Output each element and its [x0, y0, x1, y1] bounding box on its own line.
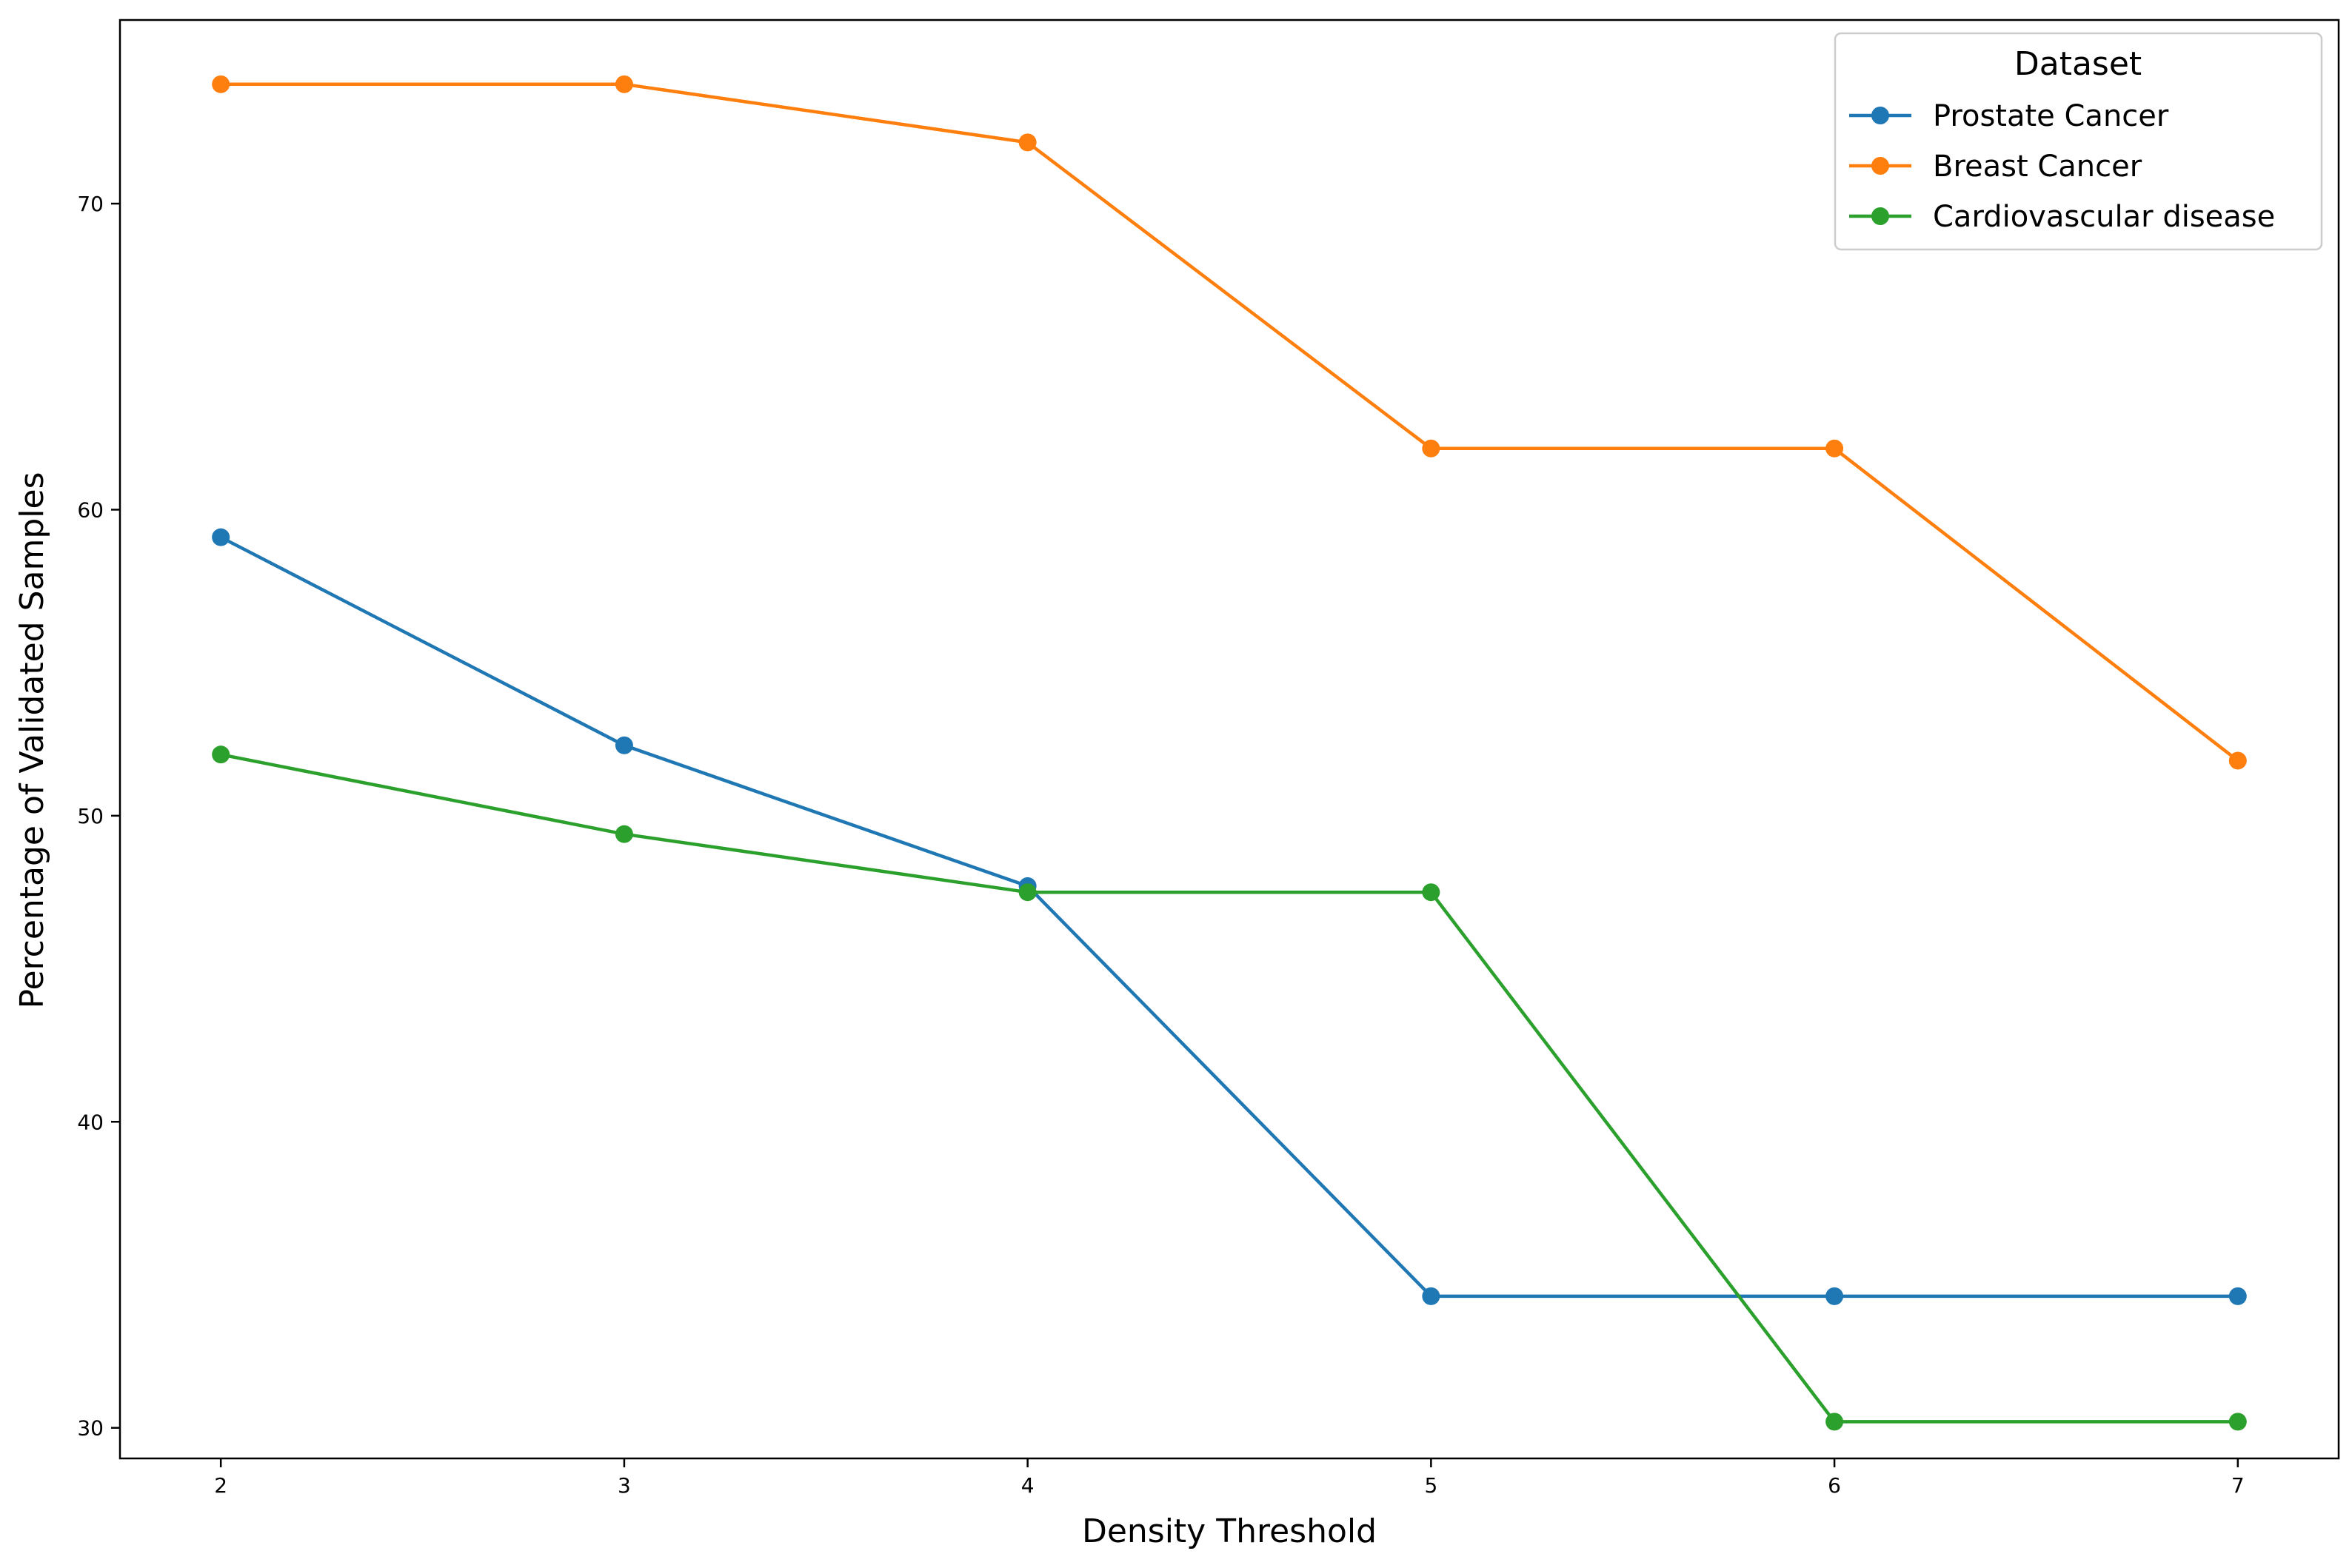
data-point-breast-cancer	[1018, 133, 1037, 152]
series-layer	[212, 75, 2247, 1431]
y-axis-ticks: 30 40 50 60 70	[77, 192, 120, 1441]
x-tick-label: 4	[1021, 1473, 1035, 1498]
data-point-breast-cancer	[212, 75, 230, 93]
data-point-prostate-cancer	[2228, 1287, 2247, 1305]
legend: Dataset Prostate Cancer Breast Cancer Card…	[1834, 32, 2323, 251]
x-axis-label: Density Threshold	[1082, 1512, 1377, 1550]
data-point-prostate-cancer	[615, 736, 633, 754]
y-tick-label: 70	[77, 192, 104, 216]
legend-swatch-marker	[1871, 207, 1889, 225]
legend-label: Cardiovascular disease	[1933, 200, 2275, 234]
x-tick-label: 5	[1424, 1473, 1437, 1498]
data-point-breast-cancer	[615, 75, 633, 93]
legend-entry-breast-cancer: Breast Cancer	[1849, 150, 2142, 184]
series-line-breast-cancer	[218, 82, 2240, 763]
data-point-prostate-cancer	[1422, 1287, 1440, 1305]
data-point-cardiovascular-disease	[1422, 883, 1440, 902]
legend-label: Breast Cancer	[1933, 150, 2142, 184]
data-point-prostate-cancer	[212, 528, 230, 546]
legend-box	[1834, 32, 2323, 251]
y-tick-label: 30	[77, 1416, 104, 1441]
y-tick-label: 50	[77, 804, 104, 828]
series-breast-cancer	[212, 75, 2247, 770]
data-point-cardiovascular-disease	[1018, 883, 1037, 902]
data-point-cardiovascular-disease	[1825, 1413, 1844, 1431]
data-point-cardiovascular-disease	[2228, 1413, 2247, 1431]
legend-label: Prostate Cancer	[1933, 99, 2169, 133]
series-line-cardiovascular-disease	[218, 752, 2240, 1424]
x-tick-label: 7	[2231, 1473, 2245, 1498]
data-point-cardiovascular-disease	[212, 746, 230, 764]
legend-entry-prostate-cancer: Prostate Cancer	[1849, 99, 2169, 133]
legend-swatch-marker	[1871, 107, 1889, 124]
data-point-breast-cancer	[2228, 751, 2247, 770]
series-prostate-cancer	[212, 528, 2247, 1305]
data-point-prostate-cancer	[1825, 1287, 1844, 1305]
plot-frame	[118, 19, 2340, 1460]
y-tick-label: 40	[77, 1110, 104, 1134]
legend-entry-cardiovascular-disease: Cardiovascular disease	[1849, 200, 2275, 234]
x-axis-ticks: 2 3 4 5 6 7	[214, 1458, 2245, 1498]
series-cardiovascular-disease	[212, 746, 2247, 1431]
legend-entries: Prostate Cancer Breast Cancer Cardiovascul…	[1849, 99, 2275, 234]
y-tick-label: 60	[77, 497, 104, 522]
x-tick-label: 2	[214, 1473, 227, 1498]
data-point-breast-cancer	[1825, 439, 1844, 458]
x-tick-label: 6	[1828, 1473, 1841, 1498]
x-tick-label: 3	[618, 1473, 631, 1498]
legend-title: Dataset	[2014, 45, 2142, 83]
series-line-prostate-cancer	[218, 535, 2240, 1299]
legend-swatch-marker	[1871, 157, 1889, 175]
y-axis-label: Percentage of Validated Samples	[13, 472, 51, 1008]
data-point-cardiovascular-disease	[615, 825, 633, 843]
data-point-breast-cancer	[1422, 439, 1440, 458]
